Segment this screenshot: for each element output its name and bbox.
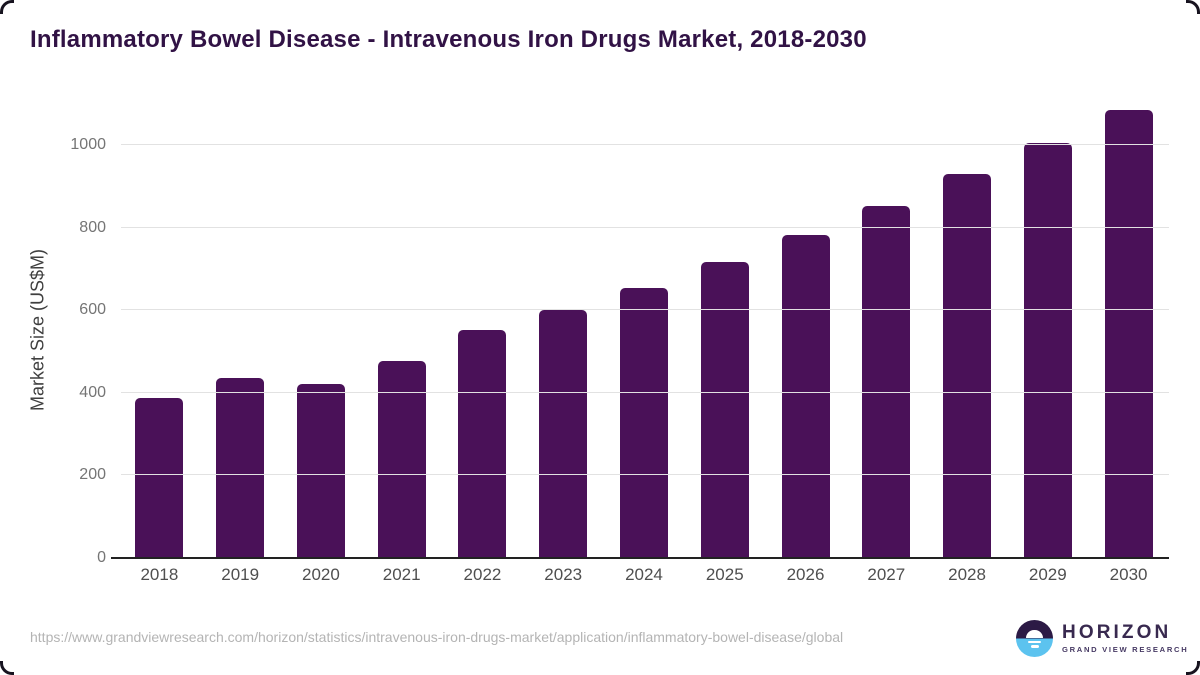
bars-row xyxy=(119,100,1169,558)
bar-slot-2025 xyxy=(684,100,765,558)
logo-text: HORIZON GRAND VIEW RESEARCH xyxy=(1062,622,1189,655)
bar-2020[interactable] xyxy=(296,384,345,558)
x-tick-label-2022: 2022 xyxy=(463,565,502,584)
bar-slot-2029 xyxy=(1007,100,1088,558)
gridline-200 xyxy=(121,474,1169,476)
x-tick-labels: 2018 2019 2020 2021 2022 2023 2024 2025 2026 2027… xyxy=(119,565,1169,585)
plot-area xyxy=(111,100,1169,559)
x-tick-label-2028: 2028 xyxy=(948,565,986,584)
y-tick-label-0: 0 xyxy=(97,549,106,566)
bar-slot-2022 xyxy=(442,100,523,558)
sun-reflection-line xyxy=(1028,640,1041,643)
bar-slot-2020 xyxy=(281,100,362,558)
bar-slot-2023 xyxy=(523,100,604,558)
x-tick-label-2024: 2024 xyxy=(625,565,663,584)
bar-2028[interactable] xyxy=(943,174,992,558)
x-tick-label-2025: 2025 xyxy=(705,565,744,584)
logo-subtitle: GRAND VIEW RESEARCH xyxy=(1062,645,1189,654)
horizon-logo: HORIZON GRAND VIEW RESEARCH xyxy=(1016,620,1188,657)
logo-name: HORIZON xyxy=(1062,622,1172,643)
bar-slot-2021 xyxy=(361,100,442,558)
sun-reflection-line xyxy=(1030,645,1039,648)
bar-2019[interactable] xyxy=(216,377,265,558)
y-tick-label-400: 400 xyxy=(79,383,106,401)
x-tick-label-2029: 2029 xyxy=(1028,565,1067,584)
gridline-600 xyxy=(121,309,1169,311)
bar-2029[interactable] xyxy=(1023,142,1072,558)
sun-icon xyxy=(1026,630,1043,638)
bar-slot-2030 xyxy=(1088,100,1169,558)
x-tick-label-2019: 2019 xyxy=(221,565,260,584)
y-tick-label-200: 200 xyxy=(79,466,106,484)
bar-slot-2019 xyxy=(200,100,281,558)
frame-corner-bottom-right xyxy=(1186,661,1200,675)
y-tick-labels: 0 200 400 600 800 1000 xyxy=(0,0,106,675)
x-tick-label-2023: 2023 xyxy=(544,565,583,584)
frame-corner-top-left xyxy=(0,0,14,14)
x-tick-label-2018: 2018 xyxy=(140,565,179,584)
x-tick-label-2021: 2021 xyxy=(382,565,421,584)
y-tick-label-600: 600 xyxy=(79,301,106,319)
gridline-1000 xyxy=(121,144,1169,145)
bar-2022[interactable] xyxy=(458,330,507,558)
bar-2023[interactable] xyxy=(539,309,588,558)
horizon-sun-icon xyxy=(1016,620,1053,657)
x-tick-label-2027: 2027 xyxy=(867,565,906,584)
frame-corner-top-right xyxy=(1186,0,1200,14)
source-url: https://www.grandviewresearch.com/horizo… xyxy=(30,629,844,645)
y-tick-label-800: 800 xyxy=(79,218,106,236)
bar-2027[interactable] xyxy=(862,205,911,558)
bar-2030[interactable] xyxy=(1104,109,1153,558)
x-tick-label-2026: 2026 xyxy=(786,565,825,584)
bar-slot-2018 xyxy=(119,100,200,558)
bar-slot-2028 xyxy=(927,100,1008,558)
bar-slot-2024 xyxy=(604,100,685,558)
frame-corner-bottom-left xyxy=(0,661,14,675)
gridline-400 xyxy=(121,391,1169,393)
bar-slot-2026 xyxy=(765,100,846,558)
x-tick-label-2020: 2020 xyxy=(302,565,340,584)
bar-slot-2027 xyxy=(846,100,927,558)
bar-2021[interactable] xyxy=(377,360,426,558)
bar-2018[interactable] xyxy=(135,397,184,558)
gridline-800 xyxy=(121,226,1169,228)
bar-2026[interactable] xyxy=(781,234,830,558)
bar-2024[interactable] xyxy=(619,287,668,558)
chart-title: Inflammatory Bowel Disease - Intravenous… xyxy=(30,26,867,53)
bar-2025[interactable] xyxy=(700,261,749,558)
y-tick-label-1000: 1000 xyxy=(70,136,106,153)
x-axis-line xyxy=(111,557,1169,559)
x-tick-label-2030: 2030 xyxy=(1109,565,1148,584)
